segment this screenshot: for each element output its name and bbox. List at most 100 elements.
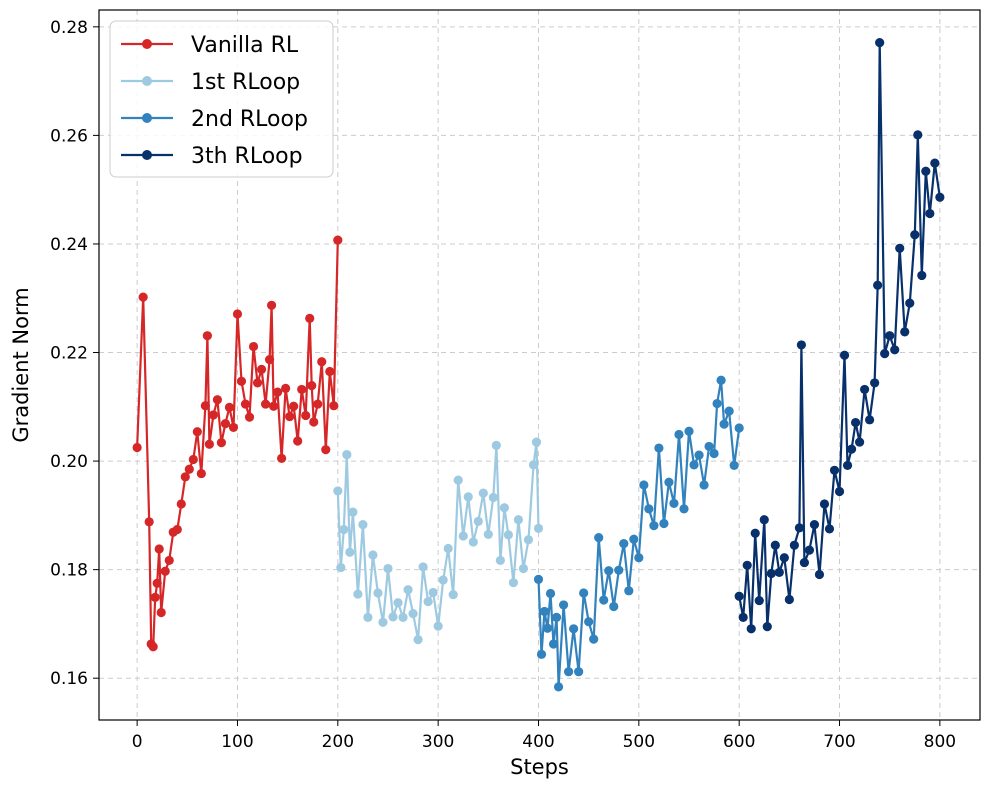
data-point bbox=[363, 612, 373, 623]
data-point bbox=[268, 401, 279, 411]
data-point bbox=[260, 399, 271, 409]
series-3th-rloop bbox=[734, 37, 945, 634]
data-point bbox=[353, 589, 363, 599]
data-point bbox=[336, 562, 346, 573]
data-point bbox=[799, 557, 810, 568]
data-point bbox=[624, 586, 634, 596]
series-2nd-rloop bbox=[533, 375, 744, 692]
data-point bbox=[266, 300, 277, 310]
series-1st-rloop bbox=[333, 437, 544, 645]
data-point bbox=[814, 569, 825, 580]
y-tick-label: 0.18 bbox=[50, 561, 88, 581]
data-point bbox=[614, 565, 624, 575]
legend-label: 2nd RLoop bbox=[191, 107, 308, 132]
data-point bbox=[348, 507, 358, 517]
data-point bbox=[569, 624, 579, 634]
data-point bbox=[553, 682, 564, 692]
data-point bbox=[503, 530, 513, 540]
data-point bbox=[528, 460, 539, 470]
data-point bbox=[533, 574, 544, 585]
data-point bbox=[499, 503, 509, 513]
data-point bbox=[523, 535, 534, 545]
data-point bbox=[309, 417, 319, 427]
data-point bbox=[729, 460, 739, 471]
data-point bbox=[548, 639, 559, 649]
data-point bbox=[809, 519, 820, 530]
data-point bbox=[473, 516, 483, 526]
data-point bbox=[448, 590, 458, 600]
data-point bbox=[824, 524, 835, 534]
legend-label: 3th RLoop bbox=[191, 144, 303, 169]
data-point bbox=[885, 331, 895, 341]
data-point bbox=[164, 555, 174, 566]
legend: Vanilla RL 1st RLoop 2nd RLoop 3th RLoop bbox=[109, 20, 334, 178]
data-point bbox=[184, 464, 194, 474]
legend-item-3th-rloop: 3th RLoop bbox=[121, 144, 303, 169]
data-point bbox=[738, 612, 748, 623]
data-point bbox=[930, 158, 940, 168]
data-point bbox=[202, 331, 212, 341]
data-point bbox=[418, 562, 428, 572]
data-point bbox=[138, 292, 148, 302]
data-point bbox=[716, 375, 726, 385]
series-vanilla-rl bbox=[132, 235, 343, 652]
data-point bbox=[539, 606, 550, 617]
data-point bbox=[770, 540, 780, 550]
data-point bbox=[478, 488, 488, 498]
data-point bbox=[333, 486, 343, 496]
data-point bbox=[935, 192, 945, 202]
data-point bbox=[905, 298, 915, 308]
data-point bbox=[839, 350, 850, 360]
data-point bbox=[819, 499, 830, 509]
data-point bbox=[609, 601, 619, 612]
data-point bbox=[256, 364, 267, 374]
data-point bbox=[307, 381, 317, 391]
data-point bbox=[674, 429, 684, 440]
legend-box bbox=[109, 20, 334, 178]
data-point bbox=[463, 492, 473, 502]
y-tick-label: 0.20 bbox=[50, 452, 88, 472]
y-tick-label: 0.24 bbox=[50, 235, 88, 255]
data-point bbox=[293, 436, 303, 446]
data-point bbox=[483, 529, 493, 539]
data-point bbox=[679, 504, 689, 514]
data-point bbox=[709, 448, 719, 459]
data-point bbox=[345, 547, 355, 557]
data-point bbox=[579, 588, 589, 598]
data-point bbox=[794, 523, 804, 533]
data-point bbox=[704, 441, 714, 452]
data-point bbox=[358, 519, 368, 530]
data-point bbox=[644, 504, 654, 514]
data-point bbox=[224, 402, 235, 412]
data-point bbox=[144, 517, 154, 527]
legend-marker bbox=[142, 113, 152, 123]
data-point bbox=[317, 357, 327, 367]
data-point bbox=[403, 585, 413, 595]
data-point bbox=[804, 545, 815, 555]
data-point bbox=[160, 566, 170, 576]
data-point bbox=[212, 395, 223, 405]
data-point bbox=[594, 533, 604, 543]
data-point bbox=[398, 612, 408, 623]
data-point bbox=[880, 349, 890, 359]
data-point bbox=[264, 354, 275, 365]
data-point bbox=[220, 419, 231, 429]
data-point bbox=[232, 309, 243, 319]
data-point bbox=[453, 475, 463, 485]
data-point bbox=[368, 550, 378, 560]
data-point bbox=[156, 607, 166, 618]
data-point bbox=[285, 411, 295, 422]
data-point bbox=[321, 445, 331, 455]
data-point bbox=[196, 468, 206, 479]
data-point bbox=[513, 515, 524, 525]
data-point bbox=[742, 560, 752, 570]
data-point bbox=[188, 454, 198, 465]
data-point bbox=[216, 438, 227, 448]
data-point bbox=[180, 472, 190, 482]
legend-marker bbox=[142, 150, 152, 160]
data-point bbox=[248, 341, 259, 352]
data-point bbox=[846, 444, 857, 454]
data-point bbox=[154, 544, 164, 554]
data-point bbox=[244, 412, 255, 422]
data-point bbox=[533, 523, 544, 533]
